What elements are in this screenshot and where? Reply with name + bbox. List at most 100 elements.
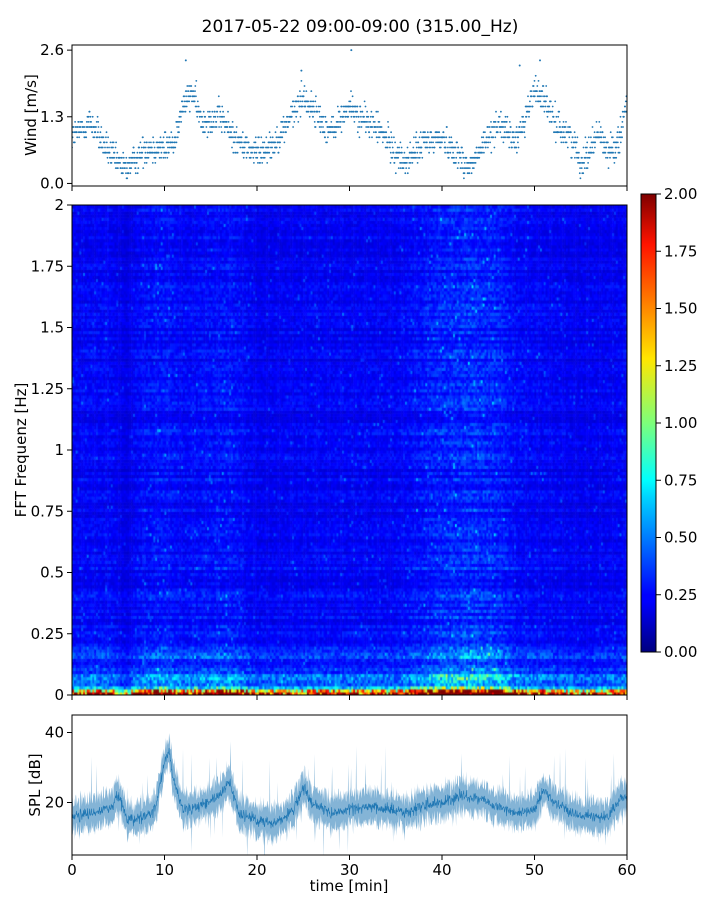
wind-point: [523, 121, 525, 123]
wind-point: [318, 110, 321, 113]
wind-point: [532, 85, 535, 87]
wind-point: [87, 115, 90, 118]
wind-point: [105, 141, 108, 144]
spl-line: [72, 747, 627, 829]
wind-point: [621, 136, 623, 139]
wind-point: [167, 141, 170, 144]
wind-point: [97, 131, 99, 134]
wind-point: [105, 136, 107, 139]
wind-point: [512, 131, 515, 134]
wind-point: [558, 121, 561, 123]
wind-point: [249, 156, 252, 159]
wind-point: [564, 136, 566, 139]
wind-point: [566, 146, 569, 149]
wind-point: [256, 156, 259, 159]
wind-point: [538, 95, 541, 98]
wind-point: [190, 85, 193, 87]
wind-point: [446, 126, 448, 128]
wind-point: [95, 121, 98, 123]
wind-point: [488, 136, 491, 139]
colorbar-tick-label: 0.50: [664, 529, 697, 547]
wind-point: [107, 136, 109, 139]
chart-title: 2017-05-22 09:00-09:00 (315.00_Hz): [202, 17, 519, 37]
wind-point: [184, 59, 187, 62]
wind-point: [587, 162, 589, 164]
wind-point: [493, 126, 496, 128]
wind-point: [542, 105, 545, 108]
wind-point: [573, 141, 576, 144]
wind-point: [211, 131, 213, 134]
wind-point: [511, 146, 513, 149]
wind-point: [611, 146, 614, 149]
wind-point: [463, 162, 466, 164]
wind-point: [554, 121, 557, 123]
wind-point: [586, 146, 588, 149]
wind-point: [496, 131, 499, 134]
wind-point: [285, 121, 288, 123]
wind-point: [215, 121, 218, 123]
wind-point: [386, 146, 389, 149]
wind-point: [578, 172, 581, 175]
wind-point: [98, 146, 101, 149]
wind-point: [311, 110, 314, 113]
wind-point: [516, 151, 518, 154]
wind-point: [514, 136, 517, 139]
wind-point: [527, 95, 529, 98]
wind-point: [201, 121, 204, 123]
wind-point: [385, 136, 388, 139]
wind-point: [443, 141, 446, 144]
wind-point: [404, 156, 406, 159]
wind-point: [447, 151, 450, 154]
wind-point: [587, 136, 590, 139]
wind-point: [614, 151, 617, 154]
wind-point: [331, 131, 334, 134]
wind-point: [612, 151, 614, 154]
wind-point: [73, 141, 76, 144]
wind-point: [299, 95, 302, 98]
wind-point: [529, 100, 531, 103]
wind-point: [296, 100, 298, 103]
wind-point: [236, 151, 239, 154]
wind-point: [484, 131, 486, 134]
wind-point: [588, 156, 591, 159]
wind-point: [143, 141, 146, 144]
wind-point: [74, 121, 76, 123]
wind-point: [164, 156, 167, 159]
wind-point: [299, 100, 302, 103]
wind-point: [335, 131, 337, 134]
wind-point: [504, 126, 507, 128]
wind-point: [540, 95, 542, 98]
wind-point: [301, 100, 304, 103]
wind-point: [390, 131, 392, 134]
wind-x-axis: [71, 186, 628, 191]
wind-point: [434, 136, 437, 139]
wind-point: [410, 156, 413, 159]
y-tick-label: 0.5: [40, 564, 64, 582]
wind-point: [245, 136, 248, 139]
wind-point: [431, 146, 434, 149]
wind-point: [604, 136, 606, 139]
wind-point: [399, 141, 402, 144]
wind-point: [421, 156, 424, 159]
wind-point: [432, 151, 435, 154]
wind-point: [548, 110, 550, 113]
wind-point: [503, 131, 506, 134]
wind-point: [301, 105, 304, 108]
spectrogram-y-label: FFT Frequenz [Hz]: [12, 383, 30, 518]
wind-point: [353, 115, 356, 118]
wind-point: [475, 151, 477, 154]
wind-point: [303, 90, 305, 92]
wind-point: [365, 121, 368, 123]
wind-point: [618, 151, 621, 154]
wind-point: [255, 151, 258, 154]
wind-point: [176, 136, 179, 139]
wind-point: [159, 136, 162, 139]
wind-point: [170, 131, 173, 134]
wind-point: [573, 131, 576, 134]
wind-point: [615, 146, 618, 149]
wind-point: [342, 105, 345, 108]
wind-point: [607, 167, 610, 170]
wind-point: [122, 156, 125, 159]
wind-point: [619, 141, 622, 144]
